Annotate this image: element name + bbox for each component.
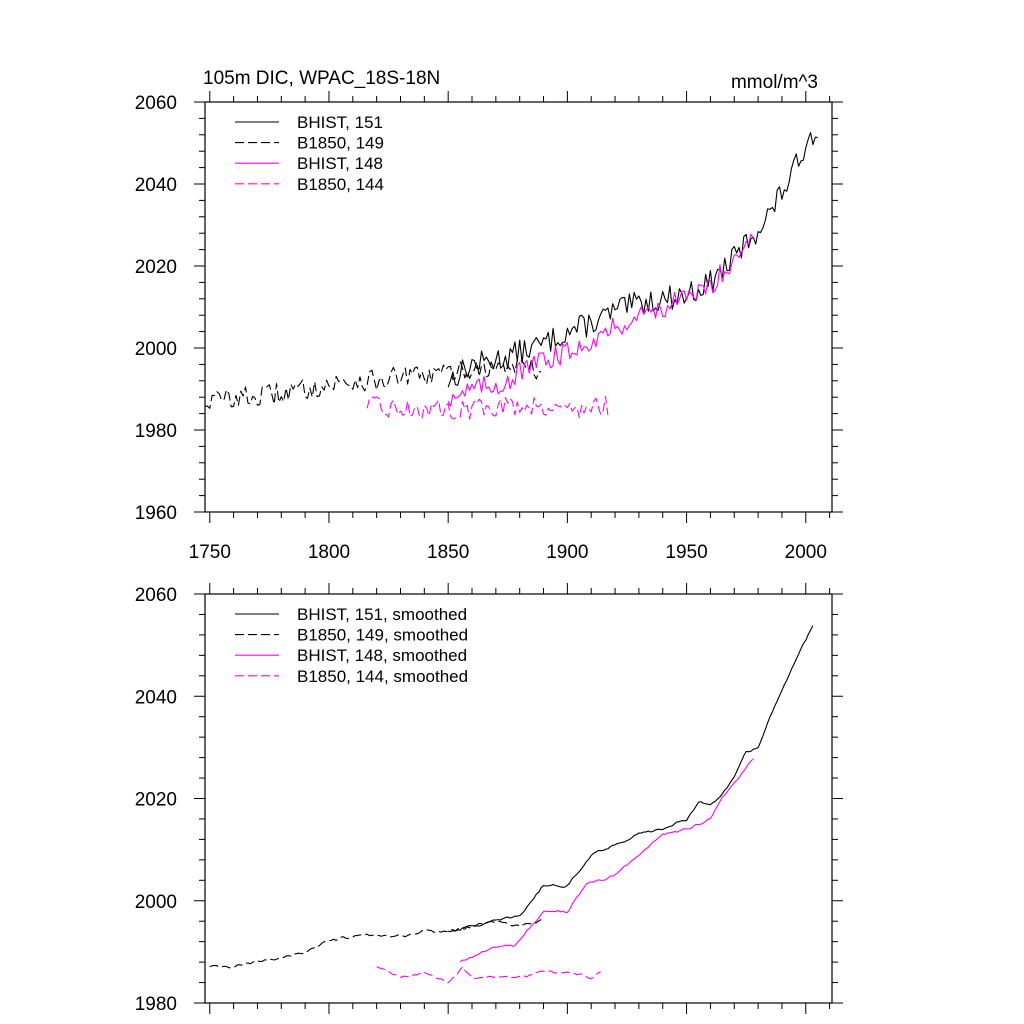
legend-label: BHIST, 151, smoothed xyxy=(297,605,467,624)
legend-label: B1850, 149, smoothed xyxy=(297,626,468,645)
y-tick-label: 2040 xyxy=(135,687,177,708)
legend-label: BHIST, 148, smoothed xyxy=(297,646,467,665)
y-tick-label: 2060 xyxy=(135,585,177,606)
legend: BHIST, 151, smoothed B1850, 149, smoothed… xyxy=(235,605,468,686)
series-line-b1850-144-smoothed xyxy=(376,966,601,984)
series-line-bhist-148-smoothed xyxy=(459,758,754,963)
y-tick-label: 2000 xyxy=(135,339,177,360)
y-tick-label: 2040 xyxy=(135,175,177,196)
series-line-b1850-149-smoothed xyxy=(209,919,542,969)
series-group xyxy=(209,625,814,984)
y-tick-label: 1980 xyxy=(135,994,177,1015)
series-line-bhist-151-smoothed xyxy=(448,625,814,933)
legend-label: BHIST, 151 xyxy=(297,113,383,132)
legend-label: B1850, 149 xyxy=(297,134,384,153)
series-group xyxy=(205,132,818,420)
plot-frame xyxy=(204,101,833,513)
series-line-bhist-148 xyxy=(447,233,754,407)
y-tick-label: 1960 xyxy=(135,503,177,524)
chart-title: 105m DIC, WPAC_18S-18N xyxy=(203,68,440,89)
y-tick-label: 2020 xyxy=(135,257,177,278)
panel-top: 105m DIC, WPAC_18S-18N mmol/m^3 1750 1800… xyxy=(135,68,843,563)
series-line-b1850-144 xyxy=(366,396,609,420)
y-tick-label: 2000 xyxy=(135,892,177,913)
x-tick-label: 1900 xyxy=(546,542,588,563)
units-label: mmol/m^3 xyxy=(731,72,818,93)
x-tick-label: 2000 xyxy=(785,542,827,563)
x-tick-label: 1750 xyxy=(189,542,231,563)
legend-label: BHIST, 148 xyxy=(297,154,383,173)
y-tick-label: 2020 xyxy=(135,790,177,811)
legend-label: B1850, 144, smoothed xyxy=(297,667,468,686)
x-tick-label: 1850 xyxy=(427,542,469,563)
series-line-b1850-149 xyxy=(205,358,542,409)
y-tick-label: 1980 xyxy=(135,421,177,442)
x-tick-label: 1950 xyxy=(665,542,707,563)
series-line-bhist-151 xyxy=(447,132,818,388)
panel-bottom: 1980 2000 2020 2040 2060 BHIST, 151, smoothed… xyxy=(135,583,843,1015)
y-tick-label: 2060 xyxy=(135,93,177,114)
legend-label: B1850, 144 xyxy=(297,175,384,194)
x-tick-label: 1800 xyxy=(308,542,350,563)
